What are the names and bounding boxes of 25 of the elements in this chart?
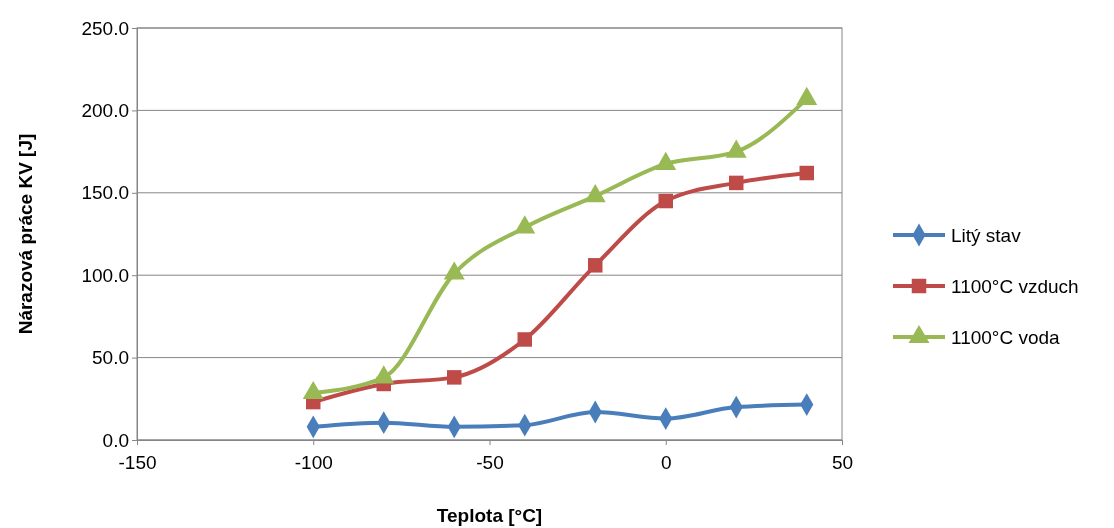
point <box>588 258 603 273</box>
point <box>796 86 818 105</box>
point <box>514 215 536 234</box>
point <box>443 261 465 280</box>
y-tick-label: 200.0 <box>81 99 129 121</box>
x-tick-label: -150 <box>118 451 157 473</box>
x-axis-title: Teplota [°C] <box>436 505 543 526</box>
point <box>447 370 462 385</box>
x-tick-label: -100 <box>294 451 333 473</box>
y-tick-label: 0.0 <box>102 429 129 451</box>
x-tick-label: 0 <box>660 451 672 473</box>
point <box>584 184 606 203</box>
legend-label: Litý stav <box>951 225 1022 246</box>
y-tick-label: 100.0 <box>81 264 129 286</box>
x-tick-label: 50 <box>831 451 854 473</box>
y-tick-label: 250.0 <box>81 17 129 39</box>
legend-label: 1100°C vzduch <box>951 276 1079 297</box>
point <box>517 332 532 347</box>
y-tick-label: 50.0 <box>92 347 129 369</box>
point <box>655 151 677 171</box>
point <box>725 139 747 158</box>
x-tick-label: -50 <box>476 451 504 473</box>
y-tick-label: 150.0 <box>81 182 129 204</box>
y-axis-title: Nárazová práce KV [J] <box>15 133 36 335</box>
legend-label: 1100°C voda <box>951 327 1061 348</box>
